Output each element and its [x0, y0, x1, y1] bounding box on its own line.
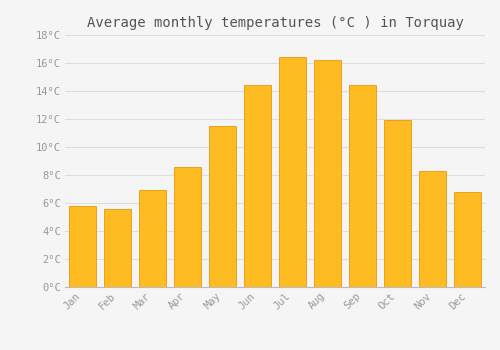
Bar [314, 60, 340, 287]
Bar [70, 206, 96, 287]
Bar [174, 167, 201, 287]
Bar [350, 85, 376, 287]
Bar [244, 85, 270, 287]
Bar [104, 209, 130, 287]
Bar [384, 120, 410, 287]
Bar [140, 190, 166, 287]
Bar [454, 192, 480, 287]
Bar [280, 57, 305, 287]
Title: Average monthly temperatures (°C ) in Torquay: Average monthly temperatures (°C ) in To… [86, 16, 464, 30]
Bar [420, 171, 446, 287]
Bar [210, 126, 236, 287]
